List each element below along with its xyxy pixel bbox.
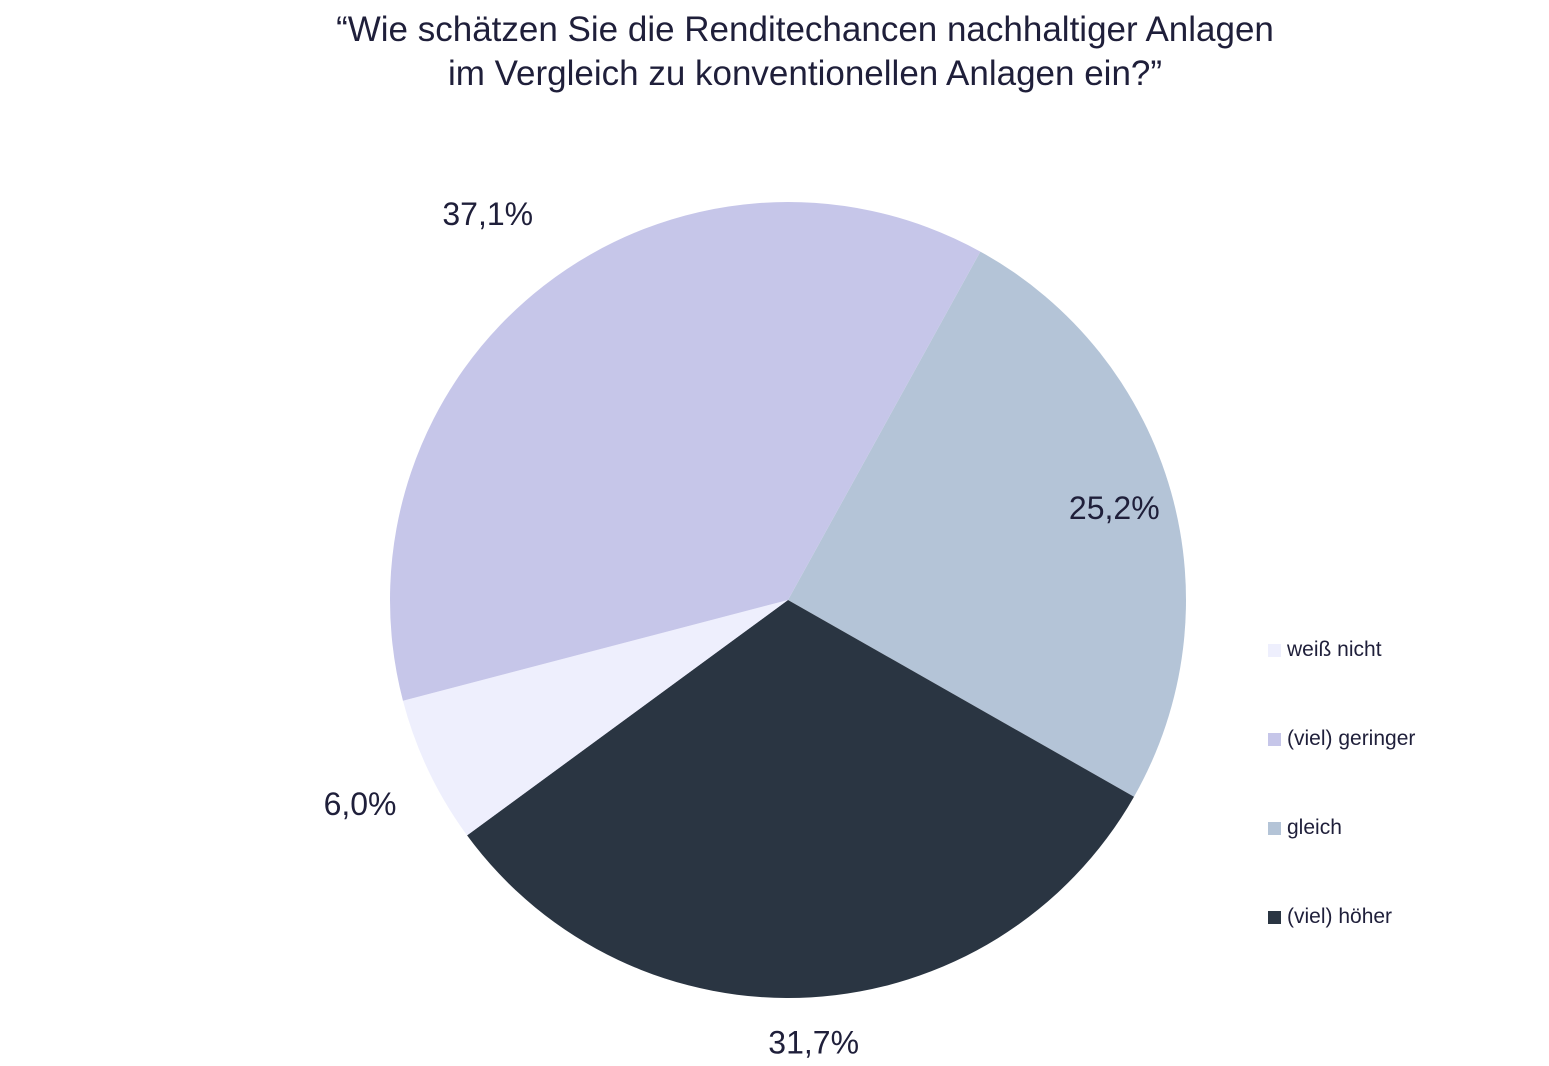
legend-swatch [1268,822,1281,835]
legend-item: (viel) geringer [1268,727,1415,816]
pie-slice-viel-geringer [390,202,981,701]
legend-swatch [1268,911,1281,924]
legend-swatch [1268,644,1281,657]
pie-slice-gleich [788,251,1186,797]
legend-label: weiß nicht [1287,638,1382,661]
chart-title-line-2: im Vergleich zu konventionellen Anlagen … [447,54,1163,93]
pie-slice-viel-höher [467,600,1134,998]
data-label: 6,0% [324,786,397,822]
chart-title-line-1: “Wie schätzen Sie die Renditechancen nac… [336,10,1274,49]
legend: weiß nicht (viel) geringer gleich (viel)… [1268,638,1415,994]
data-label: 31,7% [768,1024,859,1060]
pie-slice-weiß-nicht [402,600,788,836]
legend-item: gleich [1268,816,1415,905]
data-label: 37,1% [442,196,533,232]
chart-title: “Wie schätzen Sie die Renditechancen nac… [0,8,1549,96]
legend-item: (viel) höher [1268,905,1415,994]
data-label: 25,2% [1069,490,1160,526]
legend-swatch [1268,733,1281,746]
legend-label: gleich [1287,816,1342,839]
legend-label: (viel) höher [1287,905,1393,928]
legend-label: (viel) geringer [1287,727,1416,750]
legend-item: weiß nicht [1268,638,1415,727]
